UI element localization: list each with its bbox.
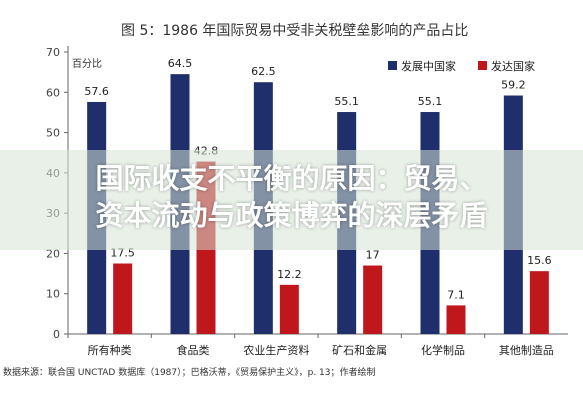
bar-developed — [446, 305, 466, 334]
y-tick-label: 0 — [53, 328, 60, 341]
y-tick-label: 60 — [46, 86, 60, 99]
data-label: 55.1 — [418, 95, 443, 108]
overlay-caption: 国际收支不平衡的原因：贸易、 资本流动与政策博弈的深层矛盾 — [0, 160, 583, 234]
y-axis-label: 百分比 — [72, 58, 102, 70]
data-label: 55.1 — [334, 95, 359, 108]
bar-developed — [279, 284, 299, 334]
legend: 发展中国家 发达国家 — [388, 59, 535, 73]
y-tick-label: 10 — [46, 288, 60, 301]
data-label: 57.6 — [84, 85, 109, 98]
x-tick-label: 其他制造品 — [499, 343, 554, 357]
value-labels: 57.617.564.542.862.512.255.11755.17.159.… — [84, 57, 551, 301]
legend-label-developed: 发达国家 — [491, 59, 535, 73]
source-note: 数据来源：联合国 UNCTAD 数据库（1987）；巴格沃蒂，《贸易保护主义》，… — [3, 366, 376, 378]
legend-label-developing: 发展中国家 — [401, 59, 456, 73]
y-tick-label: 20 — [46, 247, 60, 260]
y-tick-label: 50 — [46, 127, 60, 140]
x-axis: 所有种类 食品类 农业生产资料 矿石和金属 化学制品 其他制造品 — [67, 333, 568, 357]
data-label: 62.5 — [251, 65, 276, 78]
x-tick-label: 化学制品 — [421, 343, 465, 357]
bar-developed — [363, 265, 383, 334]
x-tick-label: 矿石和金属 — [332, 343, 387, 357]
legend-swatch-developed — [478, 61, 487, 70]
x-tick-label: 农业生产资料 — [243, 343, 309, 357]
data-label: 7.1 — [447, 288, 465, 301]
data-label: 59.2 — [501, 79, 526, 92]
overlay-caption-line-1: 国际收支不平衡的原因：贸易、 — [95, 162, 488, 195]
legend-swatch-developing — [388, 61, 397, 70]
overlay-band — [0, 150, 583, 250]
bar-developed — [529, 271, 549, 334]
data-label: 17 — [366, 249, 380, 262]
overlay-caption-line-2: 资本流动与政策博弈的深层矛盾 — [95, 199, 488, 232]
data-label: 64.5 — [168, 57, 193, 70]
y-tick-label: 70 — [46, 46, 60, 59]
data-label: 15.6 — [527, 254, 552, 267]
bar-developed — [113, 263, 133, 334]
x-tick-label: 所有种类 — [88, 343, 132, 357]
x-tick-label: 食品类 — [177, 343, 210, 357]
data-label: 12.2 — [277, 268, 302, 281]
chart-title: 图 5：1986 年国际贸易中受非关税壁垒影响的产品占比 — [121, 23, 468, 39]
